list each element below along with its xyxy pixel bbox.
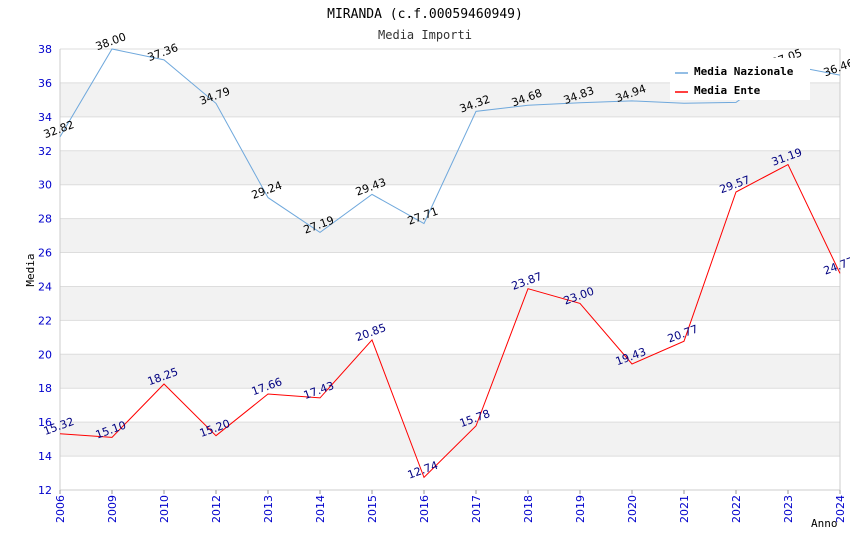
data-label: 24.77 [822, 255, 850, 278]
chart-title: MIRANDA (c.f.00059460949) [327, 7, 523, 22]
y-tick-label: 32 [38, 145, 52, 158]
x-tick-label: 2012 [210, 495, 223, 523]
data-label: 37.36 [146, 41, 180, 64]
x-tick-label: 2009 [106, 495, 119, 523]
y-tick-label: 18 [38, 382, 52, 395]
grid-lines [59, 48, 841, 491]
x-tick-label: 2020 [626, 495, 639, 523]
x-tick-label: 2019 [574, 495, 587, 523]
chart-subtitle: Media Importi [378, 28, 472, 42]
legend-label-nazionale: Media Nazionale [694, 65, 794, 78]
y-tick-label: 24 [38, 280, 52, 293]
legend-box [670, 58, 810, 100]
x-tick-label: 2010 [158, 495, 171, 523]
y-tick-label: 34 [38, 111, 52, 124]
x-tick-label: 2018 [522, 495, 535, 523]
x-tick-label: 2014 [314, 495, 327, 523]
data-label: 36.46 [822, 56, 850, 79]
grid-band [60, 286, 840, 321]
x-tick-label: 2017 [470, 495, 483, 523]
series-line-nazionale [59, 48, 841, 234]
x-tick-label: 2013 [262, 495, 275, 523]
data-label: 12.74 [406, 459, 440, 482]
y-tick-label: 36 [38, 77, 52, 90]
x-tick-label: 2016 [418, 495, 431, 523]
legend: Media Nazionale Media Ente [670, 58, 810, 100]
x-tick-label: 2023 [782, 495, 795, 523]
y-tick-label: 14 [38, 450, 52, 463]
x-tick-label: 2024 [834, 495, 847, 523]
y-tick-label: 26 [38, 247, 52, 260]
grid-band [60, 422, 840, 457]
data-label: 38.00 [94, 30, 128, 53]
grid-band [60, 354, 840, 389]
series-line-ente [59, 163, 841, 479]
y-tick-label: 38 [38, 43, 52, 56]
y-tick-label: 22 [38, 314, 52, 327]
grid-bands [60, 82, 840, 457]
y-axis-ticks: 12 14 16 18 20 22 24 26 28 30 32 34 36 38 [38, 43, 52, 497]
y-tick-label: 30 [38, 179, 52, 192]
y-tick-label: 28 [38, 213, 52, 226]
y-axis-label: Media [24, 253, 37, 286]
x-tick-label: 2015 [366, 495, 379, 523]
legend-label-ente: Media Ente [694, 84, 761, 97]
y-tick-label: 16 [38, 416, 52, 429]
x-tick-label: 2021 [678, 495, 691, 523]
x-axis-ticks: 2006 2009 2010 2012 2013 2014 2015 2016 2017 2018… [54, 490, 847, 523]
x-axis-label: Anno [811, 517, 838, 530]
grid-band [60, 218, 840, 253]
x-tick-label: 2006 [54, 495, 67, 523]
y-tick-label: 12 [38, 484, 52, 497]
y-tick-label: 20 [38, 348, 52, 361]
series-lines [59, 48, 841, 479]
x-tick-label: 2022 [730, 495, 743, 523]
